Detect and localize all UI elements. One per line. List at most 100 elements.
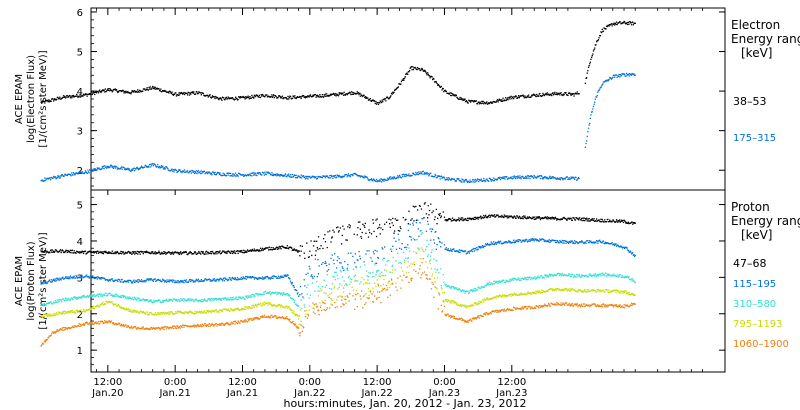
data-point [238, 309, 240, 312]
data-point [110, 294, 113, 296]
data-point [104, 278, 106, 280]
data-point [84, 296, 86, 298]
data-point [268, 171, 270, 174]
data-point [557, 93, 560, 95]
data-point [206, 253, 208, 255]
data-point [524, 240, 527, 242]
data-point [334, 176, 336, 178]
data-point [101, 293, 103, 295]
data-point [97, 252, 100, 254]
data-point [321, 96, 323, 98]
data-point [532, 278, 534, 280]
data-point [470, 289, 472, 291]
data-point [417, 228, 419, 230]
data-point [152, 85, 154, 88]
data-point [524, 239, 526, 241]
data-point [48, 313, 50, 315]
data-point [106, 300, 108, 302]
data-point [607, 274, 610, 277]
data-point [514, 240, 516, 243]
data-point [487, 216, 489, 218]
data-point [500, 100, 502, 102]
data-point [410, 66, 413, 68]
data-point [89, 93, 92, 96]
data-point [49, 251, 51, 254]
data-point [345, 239, 347, 241]
data-point [220, 252, 222, 254]
data-point [300, 250, 302, 252]
data-point [297, 305, 299, 308]
data-point [510, 95, 512, 97]
data-point [169, 312, 171, 314]
data-point [136, 250, 138, 253]
data-point [327, 269, 330, 271]
data-point [468, 99, 470, 101]
data-point [552, 92, 554, 94]
data-point [389, 176, 391, 178]
data-point [632, 24, 634, 26]
data-point [225, 175, 227, 177]
data-point [289, 307, 291, 309]
data-point [201, 251, 203, 253]
data-point [225, 308, 227, 310]
data-point [127, 296, 129, 298]
data-point [344, 284, 346, 286]
data-point [196, 172, 198, 175]
data-point [417, 173, 419, 176]
data-point [40, 101, 42, 103]
data-point [61, 313, 63, 315]
data-point [162, 165, 164, 167]
data-point [300, 174, 302, 176]
data-point [251, 276, 253, 278]
data-point [297, 175, 299, 177]
data-point [266, 275, 269, 278]
data-point [425, 230, 428, 232]
data-point [561, 94, 563, 96]
data-point [182, 170, 184, 172]
data-point [256, 174, 258, 177]
data-point [289, 95, 291, 97]
data-point [238, 250, 240, 252]
data-point [46, 177, 48, 180]
data-point [632, 73, 634, 76]
data-point [326, 270, 328, 272]
data-point [155, 165, 157, 167]
data-point [336, 267, 338, 269]
data-point [473, 248, 475, 250]
data-point [180, 253, 183, 255]
data-point [251, 249, 253, 251]
data-point [54, 177, 56, 179]
data-point [600, 241, 603, 244]
data-point [220, 97, 222, 99]
data-point [94, 305, 96, 308]
data-point [585, 142, 587, 145]
data-point [548, 241, 550, 243]
data-point [109, 251, 111, 253]
data-point [511, 278, 514, 280]
data-point [138, 279, 140, 281]
data-point [222, 172, 224, 174]
data-point [360, 281, 362, 283]
data-point [78, 296, 80, 298]
data-point [45, 304, 47, 306]
data-point [279, 173, 282, 176]
data-point [432, 210, 434, 212]
data-point [488, 214, 490, 216]
data-point [187, 91, 189, 93]
data-point [408, 247, 410, 249]
data-point [263, 304, 265, 306]
data-point [528, 239, 530, 241]
data-point [71, 97, 73, 99]
data-point [229, 296, 231, 299]
data-point [157, 252, 159, 254]
data-point [221, 174, 224, 177]
data-point [551, 177, 553, 179]
data-point [409, 223, 411, 225]
data-point [236, 299, 239, 301]
data-point [64, 97, 67, 99]
data-point [320, 304, 322, 307]
data-point [418, 204, 421, 207]
data-point [475, 178, 477, 181]
data-point [357, 92, 360, 94]
data-point [246, 174, 248, 177]
